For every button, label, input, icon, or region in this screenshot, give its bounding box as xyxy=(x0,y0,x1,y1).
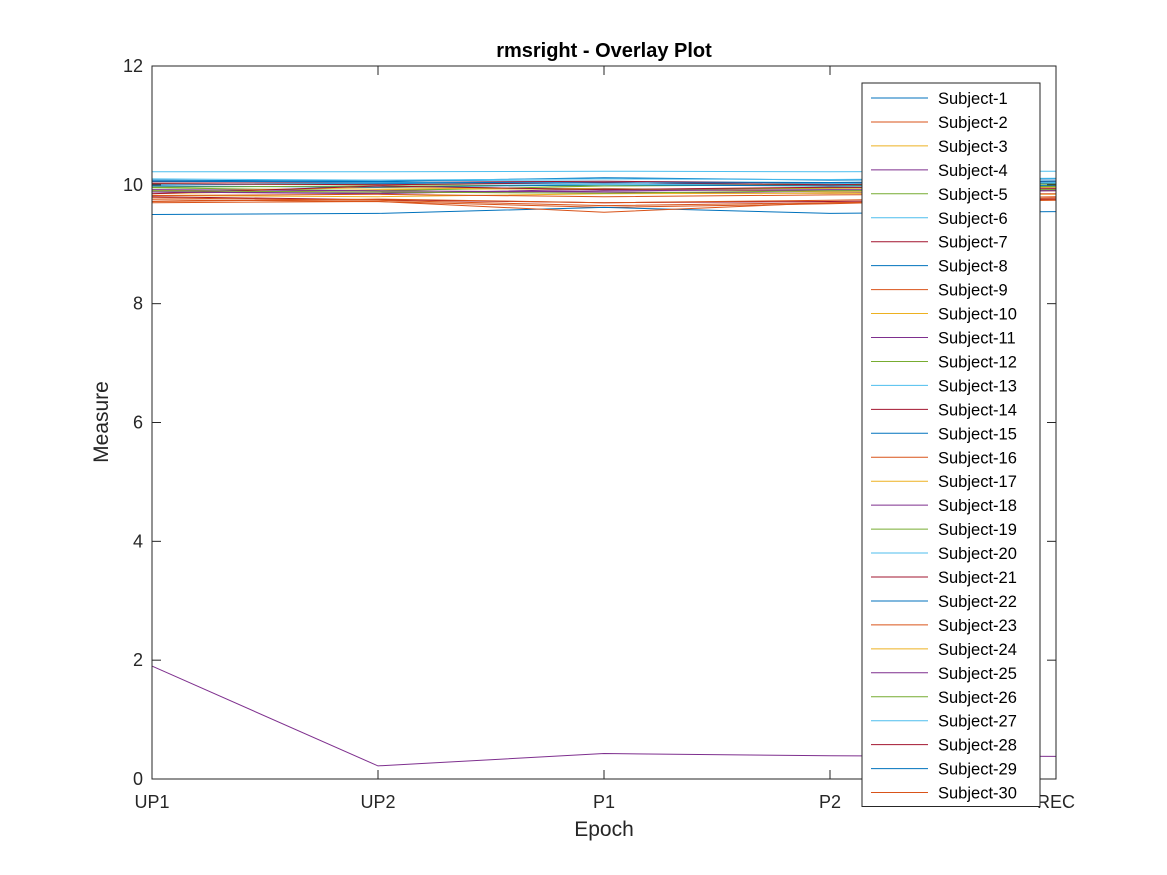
legend-label-22[interactable]: Subject-22 xyxy=(938,593,1017,611)
y-tick-label: 10 xyxy=(123,175,143,195)
chart-title: rmsright - Overlay Plot xyxy=(496,40,712,62)
y-tick-label: 12 xyxy=(123,56,143,76)
axis-ticks-group: UP1 UP2 P1 P2 REC 0 2 4 6 8 10 12 xyxy=(123,56,1075,812)
legend-label-21[interactable]: Subject-21 xyxy=(938,569,1017,587)
legend-label-13[interactable]: Subject-13 xyxy=(938,377,1017,395)
legend-label-12[interactable]: Subject-12 xyxy=(938,353,1017,371)
legend-label-14[interactable]: Subject-14 xyxy=(938,401,1017,419)
y-tick-label: 0 xyxy=(133,769,143,789)
legend-label-16[interactable]: Subject-16 xyxy=(938,449,1017,467)
legend-label-28[interactable]: Subject-28 xyxy=(938,737,1017,755)
legend-label-9[interactable]: Subject-9 xyxy=(938,282,1008,300)
y-tick-label: 2 xyxy=(133,650,143,670)
x-tick-label: REC xyxy=(1037,792,1075,812)
x-tick-label: UP1 xyxy=(134,792,169,812)
legend-label-3[interactable]: Subject-3 xyxy=(938,138,1008,156)
y-tick-label: 6 xyxy=(133,413,143,433)
legend-label-15[interactable]: Subject-15 xyxy=(938,425,1017,443)
legend-label-30[interactable]: Subject-30 xyxy=(938,785,1017,803)
legend-label-7[interactable]: Subject-7 xyxy=(938,234,1008,252)
y-axis-label: Measure xyxy=(90,381,113,463)
legend-label-26[interactable]: Subject-26 xyxy=(938,689,1017,707)
legend-label-24[interactable]: Subject-24 xyxy=(938,641,1017,659)
x-tick-label: UP2 xyxy=(360,792,395,812)
legend-label-23[interactable]: Subject-23 xyxy=(938,617,1017,635)
legend-label-29[interactable]: Subject-29 xyxy=(938,761,1017,779)
x-axis-label: Epoch xyxy=(574,818,634,841)
legend-label-4[interactable]: Subject-4 xyxy=(938,162,1008,180)
legend-label-17[interactable]: Subject-17 xyxy=(938,473,1017,491)
legend-label-1[interactable]: Subject-1 xyxy=(938,90,1008,108)
legend-label-2[interactable]: Subject-2 xyxy=(938,114,1008,132)
legend-label-25[interactable]: Subject-25 xyxy=(938,665,1017,683)
legend-label-27[interactable]: Subject-27 xyxy=(938,713,1017,731)
legend-label-11[interactable]: Subject-11 xyxy=(938,330,1016,348)
legend-label-18[interactable]: Subject-18 xyxy=(938,497,1017,515)
x-tick-label: P1 xyxy=(593,792,615,812)
x-tick-label: P2 xyxy=(819,792,841,812)
legend-label-5[interactable]: Subject-5 xyxy=(938,186,1008,204)
legend-label-19[interactable]: Subject-19 xyxy=(938,521,1017,539)
y-tick-label: 4 xyxy=(133,531,143,551)
y-tick-label: 8 xyxy=(133,294,143,314)
legend-label-8[interactable]: Subject-8 xyxy=(938,258,1008,276)
legend-label-6[interactable]: Subject-6 xyxy=(938,210,1008,228)
legend-box xyxy=(861,82,1041,807)
legend[interactable]: Subject-1 Subject-2 Subject-3 Subject-4 Subj… xyxy=(861,82,1041,807)
legend-label-20[interactable]: Subject-20 xyxy=(938,545,1017,563)
legend-label-10[interactable]: Subject-10 xyxy=(938,306,1017,324)
